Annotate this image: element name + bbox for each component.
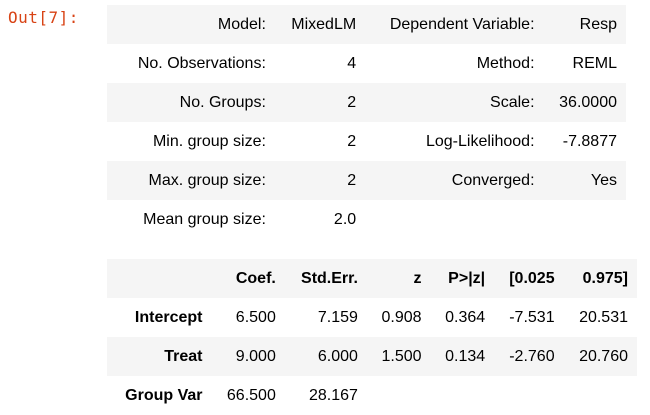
coef-cell: 28.167	[308, 386, 358, 404]
coef-row-label: Treat	[107, 337, 212, 376]
summary-label: Mean group size:	[143, 210, 266, 228]
coef-row: Treat 9.000 6.000 1.500 0.134 -2.760 20.…	[107, 337, 637, 376]
coef-header: [0.025	[494, 259, 564, 298]
summary-value: REML	[572, 54, 617, 72]
coef-row: Group Var 66.500 28.167	[107, 376, 637, 415]
summary-label: Model:	[107, 5, 275, 44]
summary-value: 2	[347, 132, 357, 150]
coef-cell	[494, 376, 563, 415]
coef-cell: -7.531	[509, 308, 555, 326]
summary-row: Min. group size: 2 Log-Likelihood: -7.88…	[107, 122, 626, 161]
summary-row: Model: MixedLM Dependent Variable: Resp	[107, 5, 626, 44]
coef-cell: 1.500	[366, 337, 431, 376]
coefficients-table: Coef. Std.Err. z P>|z| [0.025 0.975] Int…	[107, 259, 637, 415]
summary-label	[365, 200, 543, 239]
coef-row-label: Group Var	[125, 386, 203, 404]
summary-label: Method:	[476, 54, 535, 72]
summary-value	[544, 200, 626, 239]
coef-row: Intercept 6.500 7.159 0.908 0.364 -7.531…	[107, 298, 637, 337]
coef-cell: 20.531	[579, 308, 628, 326]
summary-label: Log-Likelihood:	[425, 132, 535, 150]
summary-value: Yes	[543, 161, 626, 200]
coef-cell: 7.159	[317, 308, 358, 326]
summary-row: Max. group size: 2 Converged: Yes	[107, 161, 626, 200]
coef-cell	[564, 376, 637, 415]
coef-cell	[367, 376, 431, 415]
summary-value: Resp	[543, 5, 626, 44]
summary-label: Scale:	[365, 83, 544, 122]
summary-value: 4	[347, 54, 357, 72]
coef-row-label: Intercept	[134, 308, 203, 326]
coef-cell: 20.760	[563, 337, 637, 376]
summary-row: No. Observations: 4 Method: REML	[107, 44, 626, 83]
summary-label: Dependent Variable:	[365, 5, 544, 44]
summary-value: 2	[274, 161, 366, 200]
summary-value: -7.8877	[562, 132, 617, 150]
summary-label: No. Groups:	[107, 83, 275, 122]
coef-cell: 0.364	[445, 308, 486, 326]
summary-label: Max. group size:	[107, 161, 275, 200]
summary-value: MixedLM	[274, 5, 366, 44]
summary-label: No. Observations:	[137, 54, 266, 72]
summary-label: Min. group size:	[152, 132, 266, 150]
coef-header: 0.975]	[563, 259, 637, 298]
summary-value: 36.0000	[543, 83, 626, 122]
coef-header: P>|z|	[430, 259, 495, 298]
coef-header-row: Coef. Std.Err. z P>|z| [0.025 0.975]	[107, 259, 637, 298]
coef-cell: 9.000	[211, 337, 285, 376]
summary-row: Mean group size: 2.0	[107, 200, 626, 239]
coef-header-blank	[107, 259, 212, 298]
summary-label: Converged:	[365, 161, 544, 200]
output-prompt: Out[7]:	[8, 8, 79, 27]
summary-row: No. Groups: 2 Scale: 36.0000	[107, 83, 626, 122]
summary-value: 2.0	[333, 210, 357, 228]
coef-cell: 6.000	[284, 337, 367, 376]
coef-cell: 0.134	[430, 337, 495, 376]
coef-cell: 6.500	[235, 308, 276, 326]
coef-cell: 0.908	[381, 308, 422, 326]
model-summary-table: Model: MixedLM Dependent Variable: Resp …	[107, 5, 626, 239]
coef-header: Coef.	[211, 259, 285, 298]
coef-cell: 66.500	[226, 386, 276, 404]
summary-value: 2	[274, 83, 366, 122]
coef-cell	[431, 376, 495, 415]
coef-cell: -2.760	[494, 337, 564, 376]
coef-header: z	[366, 259, 431, 298]
coef-header: Std.Err.	[284, 259, 367, 298]
